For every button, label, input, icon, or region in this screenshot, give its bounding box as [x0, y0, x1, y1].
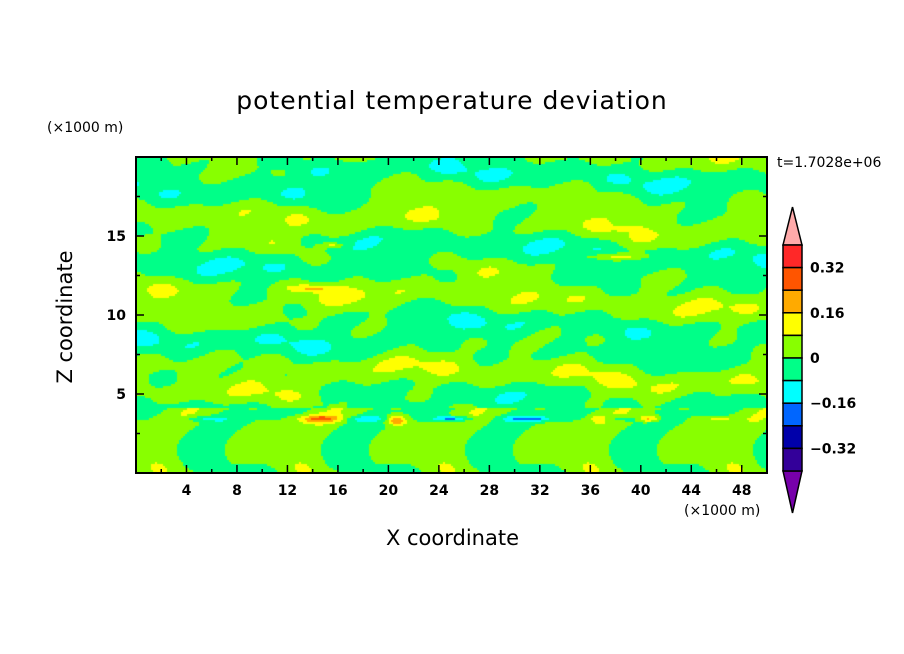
colorbar-tick-label: −0.32 [810, 441, 856, 457]
colorbar-tick-label: 0.16 [810, 306, 845, 322]
x-tick-label: 36 [581, 483, 600, 499]
colorbar-box [782, 379, 803, 404]
y-tick-label: 10 [107, 308, 127, 324]
x-tick-label: 8 [232, 483, 242, 499]
colorbar-box [782, 334, 803, 359]
x-tick-label: 28 [480, 483, 499, 499]
x-tick-label: 40 [631, 483, 651, 499]
colorbar-box [782, 402, 803, 427]
colorbar-over-triangle [782, 206, 803, 246]
x-tick-label: 44 [682, 483, 702, 499]
x-tick-label: 20 [379, 483, 399, 499]
colorbar-box [782, 289, 803, 314]
colorbar-box [782, 447, 803, 472]
plot-frame [135, 156, 768, 474]
contour-field [137, 158, 767, 473]
x-tick-label: 24 [429, 483, 449, 499]
x-axis-unit: (×1000 m) [684, 503, 761, 519]
colorbar-tick-label: 0.32 [810, 261, 845, 277]
y-tick-label: 5 [116, 387, 126, 403]
colorbar-tick-label: −0.16 [810, 396, 856, 412]
x-tick-label: 4 [182, 483, 192, 499]
colorbar-tick-label: 0 [810, 351, 820, 367]
x-axis-label: X coordinate [385, 526, 520, 550]
y-tick-label: 15 [107, 229, 126, 245]
colorbar-under-triangle [782, 470, 803, 514]
time-annotation: t=1.7028e+06 [777, 155, 882, 171]
y-axis-unit: (×1000 m) [47, 120, 124, 136]
x-tick-label: 16 [328, 483, 347, 499]
colorbar-box [782, 266, 803, 291]
x-tick-label: 32 [530, 483, 549, 499]
x-tick-label: 48 [732, 483, 751, 499]
colorbar-box [782, 312, 803, 337]
colorbar-box [782, 244, 803, 269]
colorbar-box [782, 357, 803, 382]
chart-title: potential temperature deviation [236, 86, 668, 115]
x-tick-label: 12 [278, 483, 297, 499]
colorbar-box [782, 425, 803, 450]
